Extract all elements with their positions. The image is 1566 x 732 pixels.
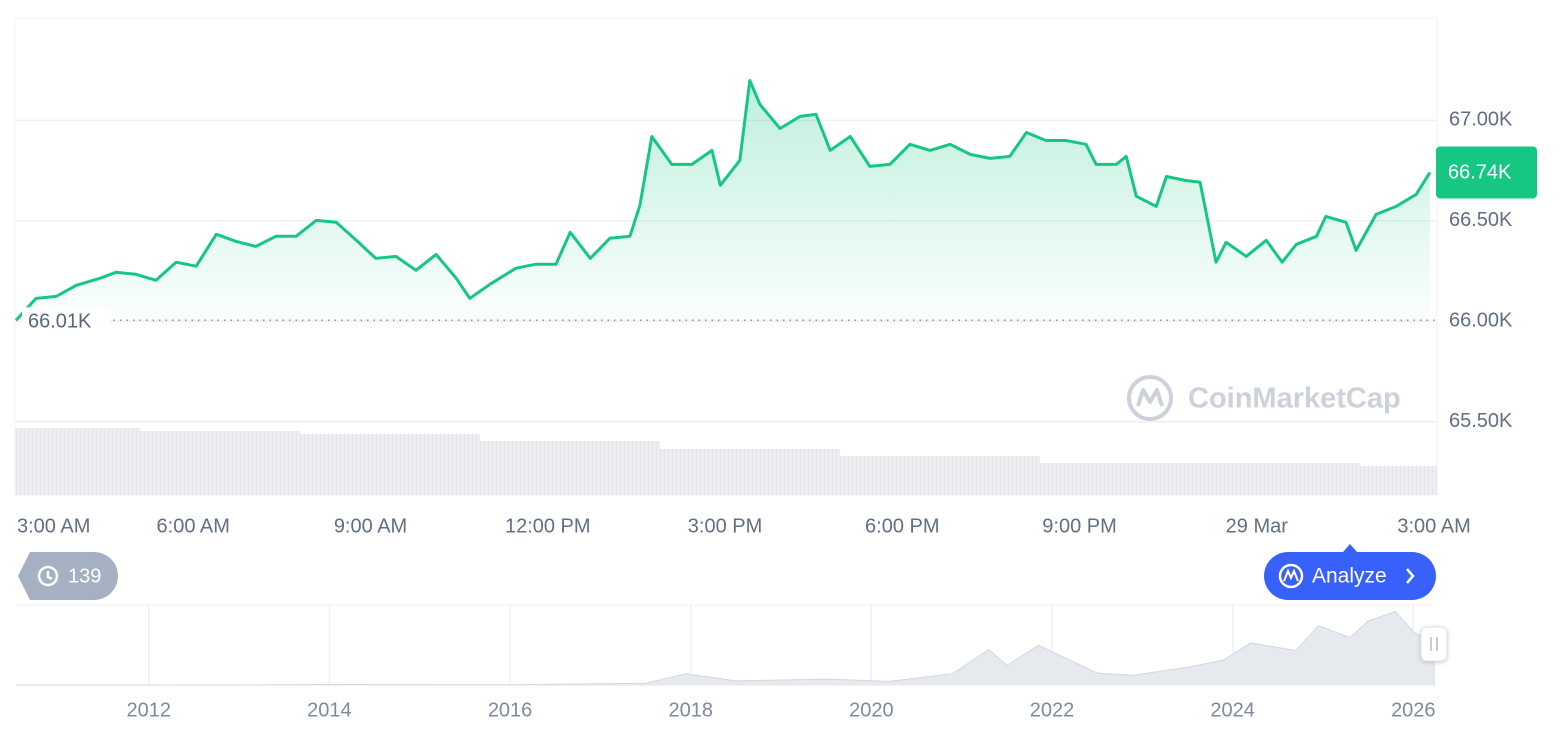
- x-tick-label: 3:00 PM: [688, 515, 762, 537]
- x-tick-label: 3:00 AM: [1397, 515, 1470, 537]
- x-tick-label: 12:00 PM: [505, 515, 591, 537]
- x-tick-label: 2016: [488, 699, 533, 721]
- x-tick-label: 2026: [1391, 699, 1436, 721]
- y-tick-label: 66.00K: [1449, 310, 1513, 332]
- volume-bars: [15, 428, 1437, 495]
- x-tick-label: 2024: [1210, 699, 1255, 721]
- clock-icon: [37, 565, 59, 587]
- area-outline: [15, 610, 1436, 686]
- chevron: [1406, 568, 1415, 584]
- x-tick-label: 2020: [849, 699, 894, 721]
- area-fill: [16, 80, 1430, 335]
- x-tick-label: 2022: [1030, 699, 1075, 721]
- x-tick-label: 9:00 AM: [334, 515, 407, 537]
- open-price-label: 66.01K: [28, 311, 92, 333]
- x-tick-label: 2012: [127, 699, 172, 721]
- watermark: CoinMarketCap: [1127, 375, 1401, 421]
- area-fill: [16, 611, 1435, 685]
- analyze-icon-mark: [1283, 568, 1299, 582]
- button-pointer: [1343, 544, 1357, 552]
- history-count: 139: [68, 565, 101, 587]
- badge-shape: [18, 552, 118, 600]
- navigator-handle[interactable]: [1420, 626, 1448, 662]
- x-tick-label: 9:00 PM: [1042, 515, 1116, 537]
- price-line: [14, 79, 1432, 322]
- open-label-bg: [22, 307, 110, 334]
- analyze-button[interactable]: Analyze: [1264, 544, 1436, 600]
- x-tick-label: 2018: [668, 699, 713, 721]
- x-tick-label: 29 Mar: [1226, 515, 1289, 537]
- x-tick-label: 3:00 AM: [17, 515, 90, 537]
- handle-box: [1420, 626, 1448, 662]
- y-tick-label: 67.00K: [1449, 109, 1513, 131]
- y-tick-label: 65.50K: [1449, 410, 1513, 432]
- y-tick-label: 66.50K: [1449, 209, 1513, 231]
- analyze-label: Analyze: [1312, 565, 1387, 588]
- history-badge[interactable]: 139: [18, 552, 118, 600]
- x-tick-label: 2014: [307, 699, 352, 721]
- clock-hands: [46, 571, 53, 581]
- analyze-icon: [1278, 563, 1304, 589]
- button-shape: [1264, 552, 1436, 600]
- x-tick-label: 6:00 PM: [865, 515, 939, 537]
- x-tick-label: 6:00 AM: [157, 515, 230, 537]
- last-price-tag: [1436, 146, 1537, 199]
- watermark-text: CoinMarketCap: [1188, 383, 1401, 415]
- last-price-label: 66.74K: [1448, 162, 1512, 184]
